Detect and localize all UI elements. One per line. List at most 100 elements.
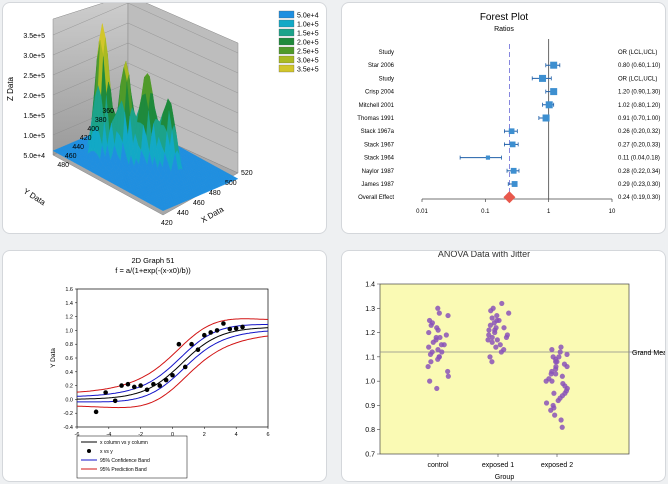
z-tick-label: 2.0e+5 [23, 93, 45, 100]
forest-x-tick-label: 0.01 [416, 209, 428, 215]
forest-value-label: 0.27 (0.20,0.33) [618, 142, 660, 148]
surface-legend-swatch [278, 64, 295, 73]
forest-study-label: Thomas 1991 [357, 116, 394, 122]
forest-value-label: OR (LCL,UCL) [618, 76, 657, 82]
forest-study-label: Stack 1964 [364, 156, 395, 162]
anova-y-tick-label: 1.0 [365, 379, 375, 386]
anova-y-tick-label: 0.9 [365, 403, 375, 410]
sigmoid-data-point [202, 332, 207, 338]
forest-point-box [509, 141, 516, 148]
x-tick-label: 500 [225, 180, 237, 187]
anova-data-point [559, 424, 565, 430]
z-tick-label: 3.5e+5 [23, 33, 45, 40]
surface-wall-gridline [52, 42, 129, 76]
sigmoid-data-point [112, 398, 118, 404]
sigmoid-y-tick-label: 1.6 [65, 287, 73, 293]
forest-study-label: Mitchell 2001 [359, 103, 395, 109]
x-tick-label: 460 [193, 200, 205, 207]
surface-wall-gridline [127, 42, 239, 94]
x-tick-label: 420 [161, 220, 173, 227]
sigmoid-data-point [221, 321, 226, 326]
sigmoid-data-point [227, 326, 233, 332]
anova-plot-area [379, 283, 630, 455]
anova-data-point [435, 327, 441, 333]
sigmoid-data-point [189, 341, 194, 347]
forest-value-label: 0.29 (0.23,0.30) [618, 182, 660, 188]
sigmoid-data-point [195, 347, 201, 353]
sigmoid-x-tick-label: -6 [75, 432, 80, 438]
sigmoid-legend-label: x column vs y column [100, 440, 148, 446]
forest-value-label: 1.20 (0.90,1.30) [618, 90, 660, 96]
forest-value-label: 0.26 (0.20,0.32) [618, 129, 660, 135]
sigmoid-data-point [93, 409, 99, 415]
anova-data-point [430, 339, 436, 345]
surface-facet [159, 208, 166, 211]
surface-wall-gridline [127, 22, 239, 74]
sigmoid-data-point [233, 326, 239, 331]
anova-data-point [553, 371, 559, 377]
anova-data-point [487, 354, 493, 360]
forest-study-label: Crisp 2004 [365, 90, 395, 96]
anova-data-point [487, 322, 493, 328]
sigmoid-data-point [163, 377, 169, 383]
anova-data-point [548, 407, 554, 413]
surface-legend-label: 3.5e+5 [297, 67, 319, 74]
z-axis-label: Z Data [6, 76, 15, 101]
forest-plot-panel: Forest Plot Ratios 0.01 0.1 1 10 Study OR (LC… [341, 2, 666, 234]
anova-data-point [558, 344, 564, 350]
anova-data-point [549, 378, 555, 384]
forest-study-label: Stack 1967 [364, 142, 395, 148]
sigmoid-title: 2D Graph 51 [132, 256, 175, 265]
anova-data-point [503, 334, 510, 341]
sigmoid-data-point [144, 387, 150, 393]
surface-wall-gridline [52, 82, 129, 116]
sigmoid-data-point [138, 383, 143, 388]
anova-data-point [494, 337, 500, 343]
anova-data-point [428, 322, 434, 328]
forest-title: Forest Plot [480, 12, 529, 23]
anova-data-point [556, 354, 562, 360]
anova-y-tick-label: 0.8 [365, 427, 375, 434]
sigmoid-prediction-band-upper [76, 318, 269, 393]
anova-category-label: exposed 2 [541, 462, 573, 469]
forest-point-box [485, 155, 491, 160]
forest-point-box [539, 74, 547, 82]
anova-y-tick-label: 1.4 [365, 282, 375, 289]
anova-data-point [543, 400, 550, 406]
anova-data-point [445, 312, 451, 319]
surface-legend-label: 3.0e+5 [297, 58, 319, 65]
sigmoid-data-point [176, 341, 182, 347]
sigmoid-y-tick-label: -0.4 [64, 425, 73, 431]
sigmoid-data-point [132, 384, 137, 390]
y-tick-label: 360 [102, 108, 114, 115]
anova-data-point [499, 300, 505, 307]
anova-data-point [494, 312, 500, 319]
anova-y-tick-label: 0.7 [365, 452, 375, 459]
sigmoid-data-point [125, 381, 131, 387]
sigmoid-legend-label: 95% Prediction Band [100, 467, 147, 473]
forest-study-label: Stack 1967a [361, 129, 395, 135]
anova-data-point [433, 334, 439, 341]
anova-data-point [559, 373, 565, 379]
forest-x-tick-label: 10 [609, 209, 616, 215]
sigmoid-data-point [170, 372, 175, 378]
forest-value-label: 0.91 (0.70,1.00) [618, 116, 660, 122]
anova-data-point [551, 390, 557, 396]
sigmoid-y-tick-label: 0.2 [65, 384, 73, 390]
forest-point-box [510, 167, 517, 174]
anova-data-point [558, 417, 564, 423]
z-tick-label: 5.0e+4 [23, 153, 45, 160]
anova-x-axis-label: Group [495, 474, 515, 481]
sigmoid-fit-panel: 2D Graph 51 f = a/(1+exp(-(x-x0)/b)) -6-… [2, 250, 327, 482]
anova-data-point [557, 349, 563, 355]
forest-summary-diamond [503, 191, 516, 204]
forest-point-box [508, 128, 515, 135]
forest-value-label: OR (LCL,UCL) [618, 50, 657, 56]
anova-y-tick-label: 1.1 [365, 354, 375, 361]
anova-data-point [564, 363, 570, 370]
surface-wall-gridline [52, 22, 129, 56]
forest-point-box [545, 101, 553, 109]
z-tick-label: 3.0e+5 [23, 53, 45, 60]
z-tick-label: 2.5e+5 [23, 73, 45, 80]
anova-data-point [489, 339, 495, 345]
